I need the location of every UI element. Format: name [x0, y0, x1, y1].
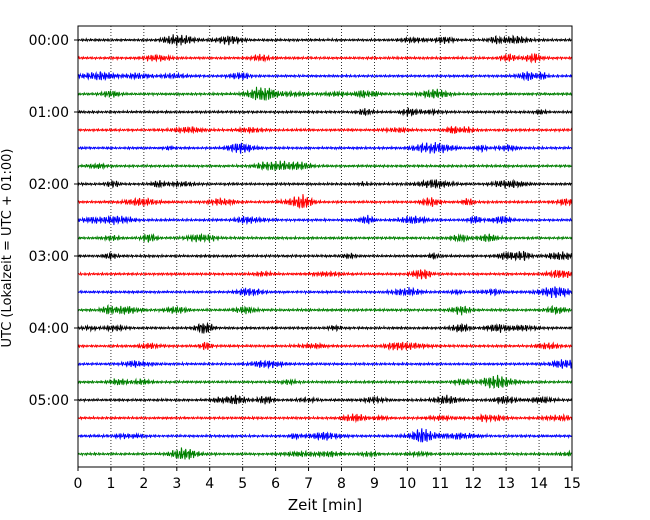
x-tick-label: 11	[431, 476, 449, 492]
trace-0430	[77, 359, 573, 370]
x-axis-ticks: 0 1 2 3 4 5 6 7 8 9 10 11 12 13 14 15	[74, 467, 581, 492]
trace-0245	[77, 232, 573, 244]
x-tick-label: 8	[337, 476, 346, 492]
trace-0230	[77, 214, 573, 226]
trace-0500	[77, 394, 573, 405]
x-tick-label: 4	[205, 476, 214, 492]
trace-0015	[77, 52, 573, 64]
trace-0545	[77, 447, 573, 460]
x-tick-label: 13	[497, 476, 515, 492]
trace-0530	[77, 428, 573, 443]
x-tick-label: 0	[74, 476, 83, 492]
x-tick-label: 2	[139, 476, 148, 492]
y-axis-label: UTC (Lokalzeit = UTC + 01:00)	[0, 149, 15, 348]
plot-frame	[77, 25, 573, 468]
trace-0400	[77, 321, 573, 334]
trace-0445	[77, 374, 573, 389]
x-tick-label: 3	[172, 476, 181, 492]
x-tick-label: 9	[370, 476, 379, 492]
x-tick-label: 14	[530, 476, 548, 492]
seismogram-traces	[77, 34, 573, 460]
y-tick-label: 05:00	[29, 393, 69, 409]
trace-0300	[77, 250, 573, 262]
y-axis-ticks: 00:00 01:00 02:00 03:00 04:00 05:00	[29, 33, 78, 409]
trace-0515	[77, 413, 573, 424]
y-tick-label: 00:00	[29, 33, 69, 49]
trace-0415	[77, 341, 573, 352]
y-tick-label: 04:00	[29, 321, 69, 337]
x-tick-label: 7	[304, 476, 313, 492]
y-tick-label: 02:00	[29, 177, 69, 193]
trace-0145	[77, 160, 573, 172]
trace-0030	[77, 71, 573, 82]
x-tick-label: 5	[238, 476, 247, 492]
trace-0045	[77, 86, 573, 101]
trace-0330	[77, 286, 573, 299]
trace-0345	[77, 304, 573, 316]
trace-0315	[78, 269, 573, 280]
trace-0100	[77, 107, 573, 117]
x-tick-label: 10	[398, 476, 416, 492]
trace-0115	[77, 125, 573, 135]
y-tick-label: 01:00	[29, 105, 69, 121]
y-tick-label: 03:00	[29, 249, 69, 265]
x-tick-label: 12	[464, 476, 482, 492]
x-tick-label: 15	[563, 476, 581, 492]
trace-0130	[77, 141, 573, 154]
x-tick-label: 1	[106, 476, 115, 492]
trace-0200	[77, 178, 573, 190]
x-tick-label: 6	[271, 476, 280, 492]
trace-0000	[77, 34, 573, 48]
trace-0215	[77, 194, 573, 210]
x-axis-label: Zeit [min]	[288, 496, 362, 514]
